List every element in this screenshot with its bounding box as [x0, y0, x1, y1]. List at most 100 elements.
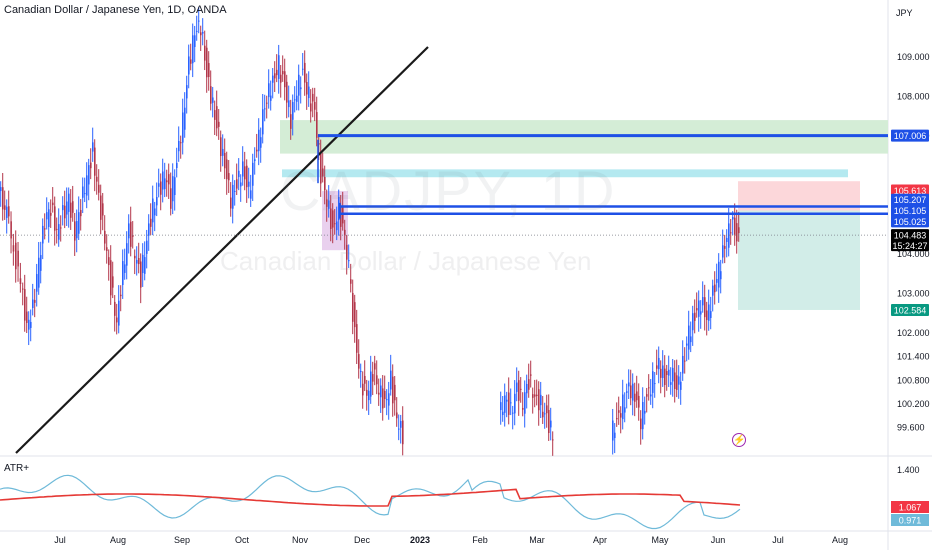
candle-seg1-candle: [270, 95, 272, 101]
y-tick-label: 104.000: [897, 249, 930, 259]
candle-seg2-candle: [520, 388, 522, 390]
candle-seg1-candle: [304, 62, 306, 83]
candle-seg2-candle: [524, 392, 526, 414]
candle-seg1-candle: [352, 292, 354, 322]
candle-seg1-candle: [22, 288, 24, 290]
candle-seg2-candle: [546, 405, 548, 414]
candle-seg1-candle: [176, 162, 178, 169]
candle-seg3-candle: [668, 369, 670, 376]
candle-seg1-candle: [382, 388, 384, 409]
candle-seg1-candle: [310, 103, 312, 112]
candle-seg1-candle: [330, 208, 332, 229]
candle-seg1-candle: [362, 383, 364, 396]
candle-seg1-candle: [364, 375, 366, 384]
candle-seg3-candle: [670, 382, 672, 385]
candle-seg1-candle: [4, 205, 6, 210]
y-tick-label: 99.600: [897, 423, 925, 433]
price-badge-label: 107.006: [894, 131, 927, 141]
candle-seg1-candle: [148, 223, 150, 236]
candle-seg1-candle: [388, 393, 390, 406]
candle-seg3-candle: [710, 311, 712, 318]
candle-seg1-candle: [146, 240, 148, 254]
candle-seg1-candle: [164, 178, 166, 190]
candle-seg1-candle: [242, 161, 244, 177]
indicator-title: ATR+: [4, 463, 30, 474]
candle-seg1-candle: [224, 152, 226, 169]
candle-seg1-candle: [8, 206, 10, 217]
candle-seg3-candle: [626, 391, 628, 393]
candle-seg1-candle: [194, 35, 196, 48]
candle-seg3-candle: [708, 304, 710, 321]
candle-seg1-candle: [36, 274, 38, 292]
candle-seg1-candle: [150, 218, 152, 227]
candle-seg1-candle: [228, 173, 230, 181]
price-badge: [891, 129, 929, 142]
chart-title: Canadian Dollar / Japanese Yen, 1D, OAND…: [4, 4, 227, 16]
candle-seg1-candle: [114, 301, 116, 316]
candle-seg2-candle: [518, 380, 520, 401]
candle-seg1-candle: [252, 162, 254, 186]
candle-seg3-candle: [702, 297, 704, 306]
candle-seg1-candle: [376, 375, 378, 385]
candle-seg3-candle: [720, 271, 722, 280]
candle-seg1-candle: [290, 114, 292, 129]
price-badge: [891, 193, 929, 206]
candle-seg1-candle: [66, 201, 68, 215]
candle-seg1-candle: [0, 187, 2, 192]
price-badge-label: 104.483: [894, 231, 927, 241]
candle-seg1-candle: [76, 221, 78, 239]
candle-seg1-candle: [168, 174, 170, 185]
candle-seg1-candle: [342, 207, 344, 224]
candle-seg3-candle: [726, 237, 728, 243]
candle-seg1-candle: [130, 221, 132, 247]
candle-seg3-candle: [648, 387, 650, 389]
candle-seg1-candle: [230, 197, 232, 209]
candle-seg1-candle: [54, 206, 56, 231]
x-tick-label: Apr: [593, 535, 607, 545]
candle-seg1-candle: [262, 109, 264, 135]
atr-line-red: [0, 488, 741, 507]
candle-seg1-candle: [366, 389, 368, 396]
x-tick-label: Mar: [529, 535, 545, 545]
x-tick-label: Dec: [354, 535, 371, 545]
candle-seg1-candle: [236, 179, 238, 189]
candle-seg3-candle: [682, 355, 684, 374]
candle-seg3-candle: [650, 394, 652, 397]
candle-seg1-candle: [346, 244, 348, 260]
x-tick-label: May: [651, 535, 669, 545]
candle-seg1-candle: [284, 71, 286, 88]
candle-seg1-candle: [260, 137, 262, 148]
candle-seg1-candle: [332, 210, 334, 228]
candle-seg1-candle: [112, 276, 114, 288]
candle-seg3-candle: [730, 232, 732, 234]
candle-seg1-candle: [212, 97, 214, 103]
candle-seg1-candle: [280, 74, 282, 83]
candle-seg2-candle: [500, 402, 502, 411]
lightning-alert-icon[interactable]: ⚡: [732, 433, 746, 447]
candle-seg2-candle: [512, 412, 514, 414]
x-tick-label: Oct: [235, 535, 250, 545]
candle-seg1-candle: [204, 45, 206, 61]
candle-seg1-candle: [390, 370, 392, 390]
candle-seg1-candle: [198, 20, 200, 22]
candle-seg2-candle: [532, 394, 534, 398]
supply-zone-cyan: [282, 169, 848, 178]
y-tick-label: 109.000: [897, 52, 930, 62]
candle-seg3-candle: [696, 308, 698, 311]
candle-seg1-candle: [246, 165, 248, 188]
x-tick-label: Sep: [174, 535, 190, 545]
candle-seg1-candle: [348, 260, 350, 262]
candle-seg1-candle: [42, 225, 44, 244]
candle-seg1-candle: [98, 184, 100, 193]
candle-seg3-candle: [728, 223, 730, 248]
candle-seg2-candle: [540, 394, 542, 406]
candle-seg1-candle: [264, 108, 266, 110]
candle-seg3-candle: [676, 375, 678, 390]
candle-seg1-candle: [158, 183, 160, 187]
candle-seg1-candle: [116, 317, 118, 323]
candle-seg1-candle: [220, 137, 222, 157]
candle-seg1-candle: [238, 170, 240, 178]
candle-seg3-candle: [686, 343, 688, 346]
